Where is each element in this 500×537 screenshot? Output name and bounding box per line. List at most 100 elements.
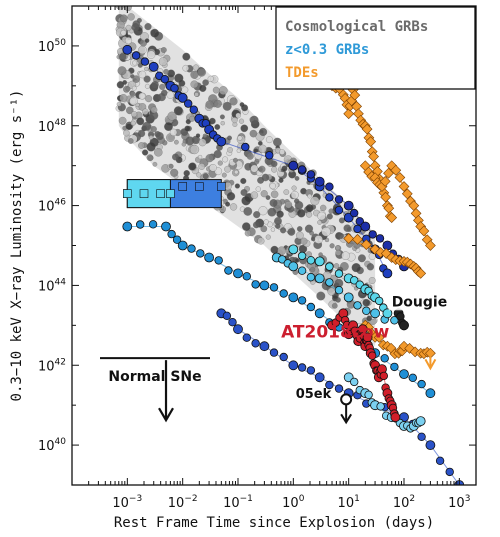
cosmological-grbs-point [225, 201, 231, 207]
cosmological-grbs-point [182, 64, 189, 72]
cosmological-grbs-point [236, 148, 241, 153]
cosmological-grbs-point [138, 142, 145, 149]
cosmological-grbs-point [243, 207, 253, 216]
cosmological-grbs-point [135, 102, 140, 108]
y-axis-label: 0.3−10 keV X−ray Luminosity (erg s⁻¹) [9, 90, 25, 402]
y-tick-label: 1040 [38, 437, 66, 454]
cosmological-grbs-point [150, 126, 157, 133]
cosmological-grbs-point [222, 156, 229, 163]
z-0-3-grbs-point [288, 244, 299, 255]
cosmological-grbs-point [142, 108, 149, 115]
z-0-3-grbs-point [417, 379, 426, 389]
z-0-3-grbs-point [370, 308, 381, 319]
cosmological-grbs-point [147, 50, 156, 59]
z-0-3-grbs-point [279, 289, 288, 298]
z-0-3-grbs-point [195, 182, 204, 191]
cosmological-grbs-point [294, 176, 300, 181]
cosmological-grbs-point [207, 75, 214, 82]
tdes-point [351, 101, 362, 112]
tdes-point [343, 108, 355, 120]
cosmological-grbs-point [306, 211, 313, 218]
cosmological-grbs-point [227, 147, 233, 153]
cosmological-grbs-point [129, 91, 136, 97]
cosmological-grbs-point [283, 189, 290, 195]
y-tick-label: 1044 [38, 277, 66, 294]
cosmological-grbs-point [234, 169, 239, 175]
z-0-3-grbs-point [425, 388, 436, 399]
cosmological-grbs-point [241, 104, 249, 112]
z-0-3-grbs-point [368, 230, 377, 239]
z-0-3-grbs-point [350, 377, 359, 387]
cosmological-grbs-point [329, 243, 335, 249]
cosmological-grbs-point [192, 64, 200, 71]
cosmological-grbs-point [273, 137, 282, 147]
tdes-point [352, 234, 363, 245]
z-0-3-grbs-point [334, 286, 344, 295]
cosmological-grbs-point [328, 208, 334, 214]
z-0-3-grbs-point [417, 432, 426, 441]
cosmological-grbs-point [144, 23, 152, 31]
tdes-point [398, 181, 410, 192]
cosmological-grbs-point [151, 81, 159, 89]
annotation-dougie-bg [388, 292, 441, 311]
z-0-3-grbs-point [334, 205, 344, 215]
cosmological-grbs-point [314, 235, 323, 244]
cosmological-grbs-point [351, 263, 361, 273]
z-0-3-grbs-point [325, 193, 334, 202]
cosmological-grbs-point [270, 190, 279, 199]
z-0-3-grbs-point [353, 301, 362, 310]
cosmological-grbs-point [304, 224, 314, 233]
cosmological-grbs-point [284, 201, 293, 209]
cosmological-grbs-point [267, 221, 273, 228]
cosmological-grbs-point [269, 199, 278, 207]
cosmological-grbs-point [181, 142, 187, 147]
z-0-3-grbs-point [325, 380, 334, 390]
cosmological-grbs-point [244, 230, 252, 237]
z-0-3-grbs-point [288, 160, 299, 171]
z-0-3-grbs-point [350, 208, 359, 218]
z-0-3-grbs-point [148, 220, 158, 229]
cosmological-grbs-point [321, 227, 331, 237]
cosmological-grbs-point [181, 86, 189, 94]
legend-box [275, 6, 476, 90]
y-tick-label: 1048 [38, 118, 66, 135]
cosmological-grbs-point [227, 135, 232, 141]
cosmological-grbs-point [335, 249, 342, 256]
cosmological-grbs-point [119, 94, 128, 102]
cosmological-grbs-point [170, 168, 179, 177]
z-0-3-grbs-point [364, 390, 373, 399]
dougie-point [399, 320, 409, 331]
cosmological-grbs-point [297, 209, 306, 218]
z-0-3-grbs-point [170, 83, 179, 93]
z-0-3-grbs-point [314, 256, 325, 267]
z-0-3-grbs-point [306, 273, 316, 282]
z-0-3-grbs-block [123, 179, 175, 209]
z-0-3-grbs-point [306, 256, 316, 265]
cosmological-grbs-point [148, 155, 154, 161]
cosmological-grbs-point [142, 121, 152, 131]
z-0-3-grbs-point [156, 189, 165, 198]
z-0-3-grbs-point [251, 280, 260, 289]
cosmological-grbs-point [174, 73, 184, 83]
z-0-3-grbs-point [189, 105, 198, 114]
tdes-point [418, 225, 430, 237]
cosmological-grbs-point [145, 95, 153, 103]
cosmological-grbs-point [173, 106, 183, 116]
z-0-3-grbs-point [390, 362, 399, 372]
tdes-point [343, 233, 355, 244]
05ek-limit-marker [340, 393, 353, 406]
cosmological-grbs-point [218, 86, 228, 95]
z-0-3-grbs-point [204, 252, 215, 263]
z-0-3-grbs-point [334, 269, 344, 278]
z-0-3-grbs-point [251, 339, 260, 348]
cosmological-grbs-point [269, 182, 276, 190]
x-tick-label: 102 [393, 494, 415, 511]
cosmological-grbs-point [131, 111, 138, 118]
z-0-3-grbs-point [122, 44, 133, 55]
cosmological-grbs-point [368, 277, 376, 284]
z-0-3-grbs-point [241, 142, 250, 152]
cosmological-grbs-point [317, 220, 322, 225]
tdes-point [394, 172, 406, 183]
legend-entry: z<0.3 GRBs [285, 42, 369, 58]
